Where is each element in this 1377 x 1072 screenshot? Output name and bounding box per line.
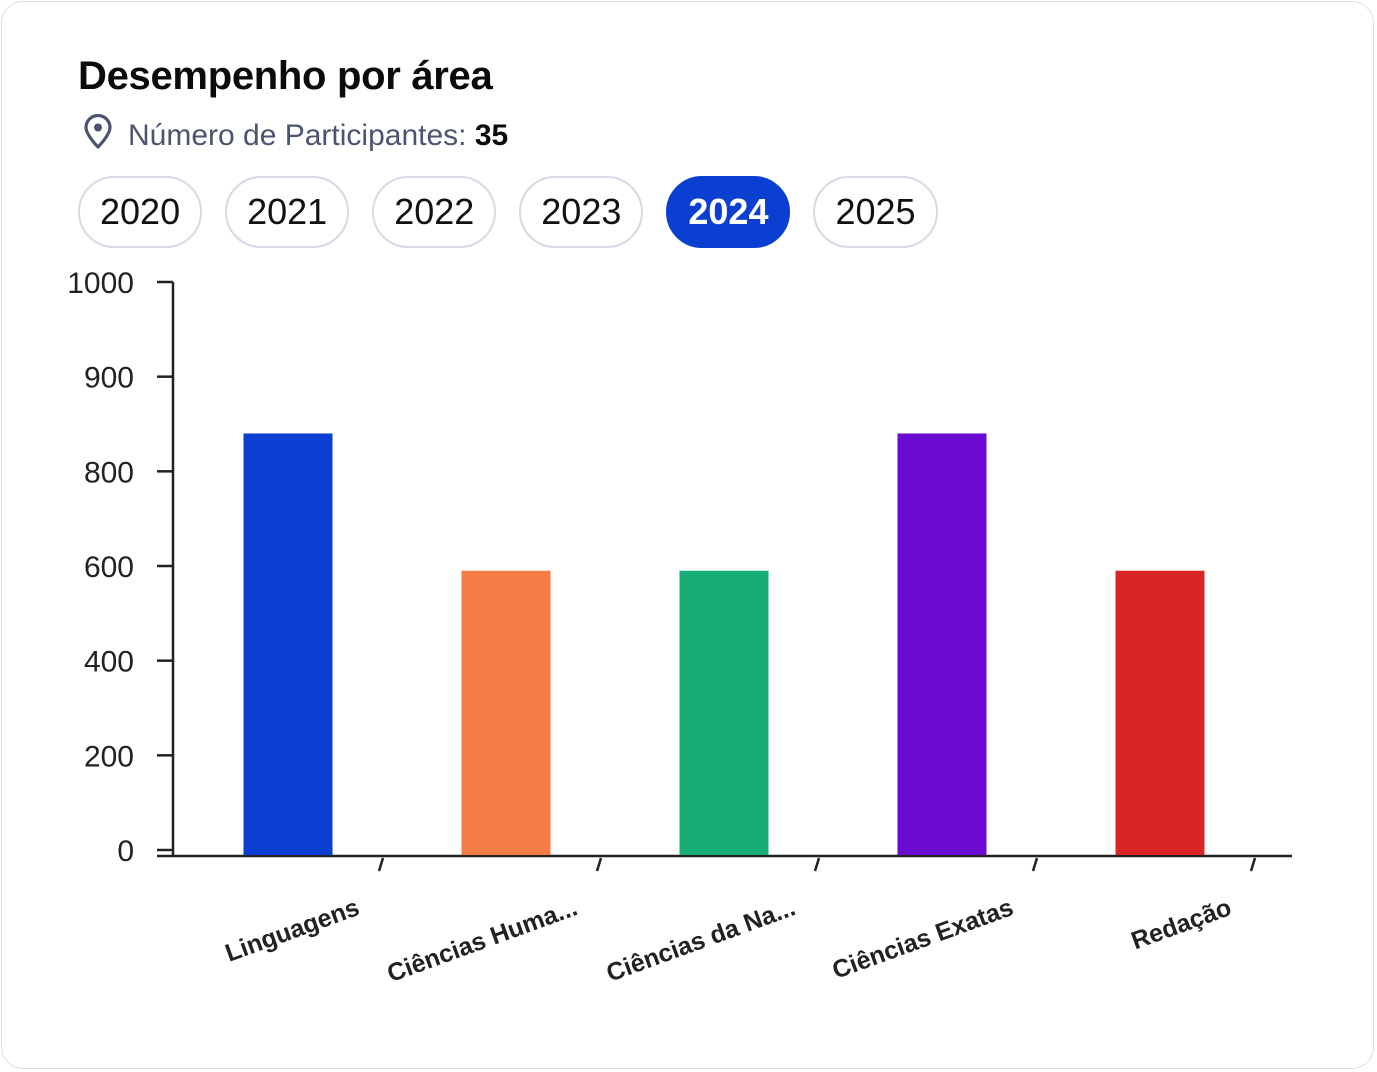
x-tick [377,857,385,872]
y-tick-label: 800 [84,456,134,489]
year-button-2022[interactable]: 2022 [372,176,497,248]
year-selector: 2020 2021 2022 2023 2024 2025 [78,176,938,248]
bar-5 [1115,570,1205,855]
map-pin-icon [82,113,114,158]
x-tick-label: Ciências da Na... [603,893,799,987]
x-tick [1249,857,1257,872]
participants-label: Número de Participantes: [128,119,467,152]
x-tick [1031,857,1039,872]
x-tick-label: Ciências Exatas [829,893,1017,984]
participants-value: 35 [474,119,509,152]
x-tick [595,857,603,872]
bar-4 [897,433,987,855]
card-title: Desempenho por área [78,54,493,98]
x-tick-label: Redação [1128,893,1236,955]
y-tick-label: 1000 [67,267,134,300]
participants-info: Número de Participantes: 35 [82,113,509,158]
bar-3 [679,570,769,855]
y-tick-label: 900 [84,362,134,395]
y-tick-label: 600 [84,551,134,584]
year-button-2023[interactable]: 2023 [519,176,644,248]
bar-1 [243,433,333,855]
x-tick-label: Linguagens [222,893,363,967]
y-tick-label: 400 [84,646,134,679]
y-tick-label: 200 [84,740,134,773]
bar-2 [461,570,551,855]
x-tick [813,857,821,872]
y-tick-label: 0 [117,835,134,868]
year-button-2021[interactable]: 2021 [225,176,350,248]
x-tick-label: Ciências Huma... [383,893,581,988]
year-button-2020[interactable]: 2020 [78,176,203,248]
year-button-2024[interactable]: 2024 [666,176,791,248]
year-button-2025[interactable]: 2025 [813,176,938,248]
